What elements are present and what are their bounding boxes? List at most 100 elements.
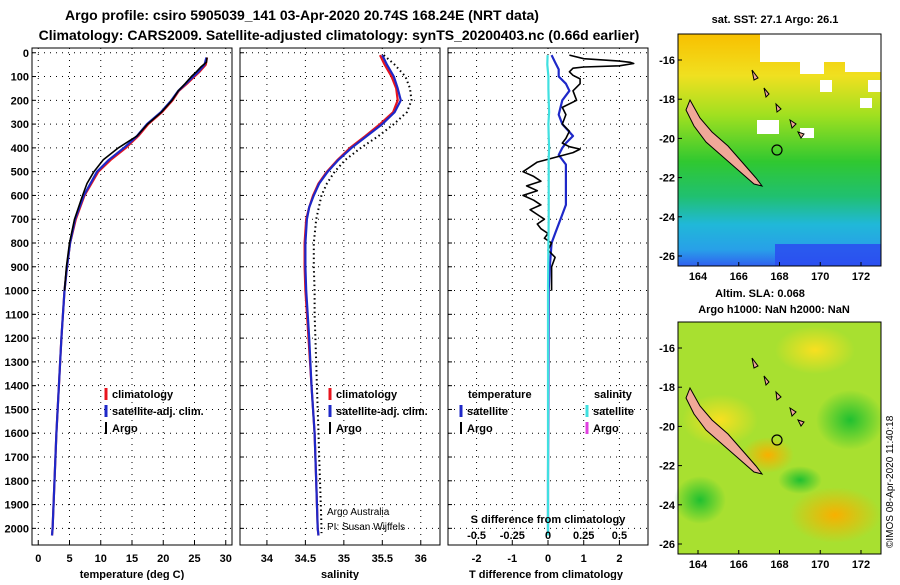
imos-credit: ©IMOS 08-Apr-2020 11:40:18: [885, 415, 896, 548]
salinity-grid: [240, 48, 440, 545]
depth-tick-label: 1000: [5, 286, 29, 298]
salinity-panel-frame: [239, 47, 441, 546]
map-y-tick-label: -22: [659, 173, 675, 185]
cloud-gap-3: [845, 62, 881, 72]
difference-ticks: -2 -1 0 1 2: [448, 52, 622, 565]
salinity-diff-tick-label: -0.5: [467, 530, 486, 542]
temperature-grid: [32, 48, 232, 545]
depth-tick-label: 400: [11, 143, 29, 155]
sla-blob-orange-1: [789, 487, 881, 543]
map-x-tick-label: 170: [811, 559, 829, 571]
sst-map-coastline: [685, 98, 764, 187]
legend-d-t-argo-label: Argo: [467, 423, 493, 435]
salinity-ticks: 34 34.5 35 35.5 36: [240, 52, 427, 565]
temperature-ticks: 0100200300400500600700800900100011001200…: [5, 48, 232, 565]
depth-tick-label: 900: [11, 262, 29, 274]
x-tick-label: 34: [261, 553, 274, 565]
map-y-tick-label: -24: [659, 212, 676, 224]
map-y-tick-label: -24: [659, 500, 676, 512]
map-x-tick-label: 168: [770, 559, 788, 571]
legend-s-climatology-label: climatology: [336, 389, 398, 401]
legend-s-argo-label: Argo: [336, 423, 362, 435]
depth-tick-label: 1400: [5, 381, 29, 393]
difference-xlabel: T difference from climatology: [469, 569, 624, 580]
salinity-diff-tick-label: 0: [545, 530, 551, 542]
depth-tick-label: 100: [11, 72, 29, 84]
legend-d-salinity-title: salinity: [594, 389, 633, 401]
temperature-xlabel: temperature (deg C): [80, 569, 185, 580]
map-x-tick-label: 164: [689, 559, 708, 571]
x-tick-label: 5: [66, 553, 72, 565]
depth-tick-label: 1500: [5, 404, 29, 416]
x-tick-label: 0: [545, 553, 551, 565]
map-y-tick-label: -16: [659, 343, 675, 355]
depth-tick-label: 1800: [5, 476, 29, 488]
sla-blob-green-2: [674, 476, 726, 524]
x-tick-label: -1: [507, 553, 517, 565]
sla-map-ticks: 164 166 168 170 172 -16 -18 -20 -22 -24 -26: [659, 343, 870, 571]
sla-blob-yellow-2: [775, 326, 855, 374]
cloud-gap-8: [860, 98, 872, 108]
sla-map-argo-position: [771, 434, 783, 446]
map-y-tick-label: -26: [659, 539, 675, 551]
map-y-tick-label: -26: [659, 251, 675, 263]
depth-tick-label: 0: [23, 48, 29, 60]
legend-climatology-label: climatology: [112, 389, 174, 401]
sla-blob-orange-2: [742, 437, 794, 473]
x-tick-label: 20: [157, 553, 169, 565]
map-y-tick-label: -22: [659, 461, 675, 473]
sla-map: 164 166 168 170 172 -16 -18 -20 -22 -24 -26: [659, 321, 884, 571]
cloud-gap-6: [757, 120, 779, 134]
temperature-lines: [50, 57, 209, 536]
cloud-gap-7: [800, 128, 814, 138]
cloud-gap-4: [820, 80, 832, 92]
difference-salinity-ticks: -0.5 -0.25 0 0.25 0.5: [467, 530, 627, 542]
credit-pi: PI: Susan Wijffels: [327, 522, 405, 533]
legend-satellite-label: satellite-adj. clim.: [112, 406, 204, 418]
depth-tick-label: 1700: [5, 452, 29, 464]
salinity-lines: [303, 54, 413, 536]
sst-map-deep-blue: [775, 244, 881, 266]
depth-tick-label: 1200: [5, 333, 29, 345]
map-x-tick-label: 170: [811, 271, 829, 283]
salinity-panel: 34 34.5 35 35.5 36 salinity climatology sate…: [239, 47, 441, 581]
map-x-tick-label: 166: [730, 559, 748, 571]
temperature-legend: climatology satellite-adj. clim. Argo: [104, 388, 204, 435]
salinity-diff-tick-label: -0.25: [500, 530, 525, 542]
series-line-salinity-satellite: [546, 55, 551, 536]
legend-d-t-satellite-label: satellite: [467, 406, 508, 418]
title-line-1: Argo profile: csiro 5905039_141 03-Apr-2…: [65, 7, 539, 23]
x-tick-label: 1: [581, 553, 587, 565]
legend-s-satellite-label: satellite-adj. clim.: [336, 406, 428, 418]
x-tick-label: 0: [35, 553, 41, 565]
map-y-tick-label: -20: [659, 133, 675, 145]
series-line-temperature-argo: [522, 54, 635, 291]
map-y-tick-label: -18: [659, 382, 675, 394]
cloud-gap-2: [800, 62, 824, 74]
x-tick-label: 15: [126, 553, 138, 565]
sla-map-coastline: [685, 386, 764, 475]
difference-legend: temperature salinity satellite Argo sate…: [459, 389, 634, 435]
salinity-diff-tick-label: 0.25: [573, 530, 594, 542]
x-tick-label: 10: [95, 553, 107, 565]
depth-tick-label: 2000: [5, 523, 29, 535]
sla-label: Altim. SLA: 0.068: [715, 288, 805, 300]
sst-map: sat. SST: 27.1 Argo: 26.1 164 166 168 170 17…: [659, 14, 882, 316]
difference-xlabel-2: S difference from climatology: [471, 514, 627, 526]
sst-map-ticks: 164 166 168 170 172 -16 -18 -20 -22 -24 -26: [659, 55, 870, 283]
depth-tick-label: 800: [11, 238, 29, 250]
series-line-argo: [312, 54, 413, 534]
map-x-tick-label: 166: [730, 271, 748, 283]
depth-tick-label: 1100: [5, 309, 29, 321]
sst-map-title: sat. SST: 27.1 Argo: 26.1: [712, 14, 839, 26]
map-y-tick-label: -16: [659, 55, 675, 67]
credit-argo-australia: Argo Australia: [327, 507, 390, 518]
salinity-xlabel: salinity: [321, 569, 360, 580]
difference-lines: [522, 54, 635, 536]
map-y-tick-label: -20: [659, 421, 675, 433]
legend-d-s-satellite-label: satellite: [593, 406, 634, 418]
x-tick-label: 34.5: [295, 553, 316, 565]
depth-tick-label: 1600: [5, 428, 29, 440]
argo-h-label: Argo h1000: NaN h2000: NaN: [698, 304, 850, 316]
x-tick-label: 30: [220, 553, 232, 565]
